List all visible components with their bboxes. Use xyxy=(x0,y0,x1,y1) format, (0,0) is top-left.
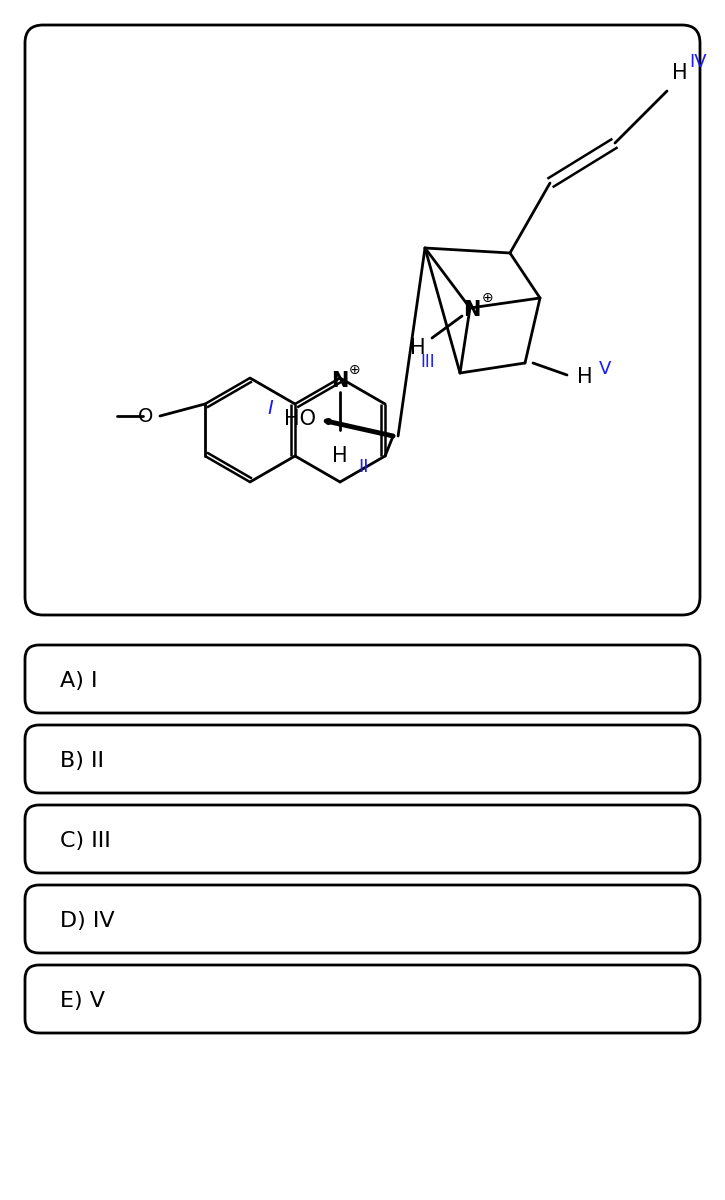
Text: A) I: A) I xyxy=(60,671,97,691)
Text: ⊕: ⊕ xyxy=(348,362,360,377)
Text: N: N xyxy=(331,371,349,391)
Text: HO: HO xyxy=(284,409,316,428)
Text: O: O xyxy=(138,407,153,426)
Text: I: I xyxy=(268,400,273,419)
FancyBboxPatch shape xyxy=(25,805,700,874)
FancyBboxPatch shape xyxy=(25,965,700,1033)
Text: V: V xyxy=(599,360,611,378)
FancyBboxPatch shape xyxy=(25,25,700,614)
Text: H: H xyxy=(577,367,592,386)
Text: D) IV: D) IV xyxy=(60,911,115,931)
FancyBboxPatch shape xyxy=(25,725,700,793)
Text: E) V: E) V xyxy=(60,991,105,1010)
Text: IV: IV xyxy=(689,53,707,71)
Text: H: H xyxy=(332,446,348,466)
Text: H: H xyxy=(672,62,687,83)
Text: B) II: B) II xyxy=(60,751,104,770)
Text: N: N xyxy=(463,300,481,320)
Text: III: III xyxy=(420,353,435,371)
FancyBboxPatch shape xyxy=(25,886,700,953)
Text: ⊕: ⊕ xyxy=(482,290,494,305)
FancyBboxPatch shape xyxy=(25,646,700,713)
Text: C) III: C) III xyxy=(60,830,111,851)
Text: H: H xyxy=(410,338,426,358)
Text: II: II xyxy=(358,458,368,476)
